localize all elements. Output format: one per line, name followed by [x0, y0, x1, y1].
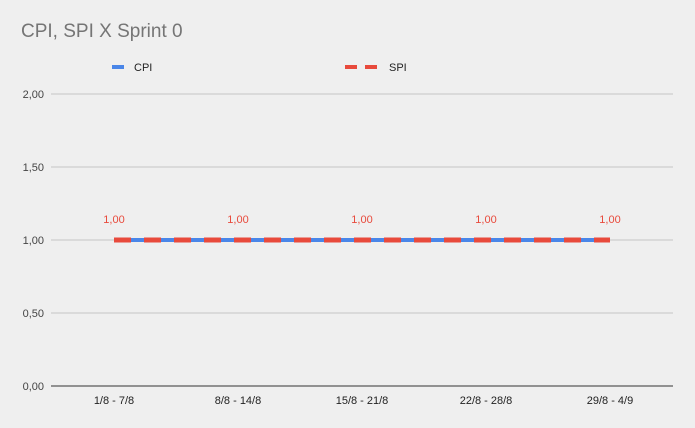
chart-title: CPI, SPI X Sprint 0	[21, 21, 183, 42]
x-tick-label: 1/8 - 7/8	[94, 395, 134, 407]
y-tick-label: 2,00	[23, 89, 44, 101]
y-tick-label: 1,00	[23, 235, 44, 247]
data-label: 1,00	[599, 214, 620, 226]
x-tick-label: 22/8 - 28/8	[460, 395, 513, 407]
legend: CPI SPI	[112, 62, 407, 74]
x-tick-label: 15/8 - 21/8	[336, 395, 389, 407]
data-label: 1,00	[475, 214, 496, 226]
legend-label-cpi: CPI	[134, 62, 152, 74]
data-label: 1,00	[351, 214, 372, 226]
legend-label-spi: SPI	[389, 62, 407, 74]
data-label: 1,00	[227, 214, 248, 226]
x-tick-label: 29/8 - 4/9	[587, 395, 633, 407]
y-tick-label: 0,00	[23, 381, 44, 393]
y-tick-label: 1,50	[23, 162, 44, 174]
y-tick-label: 0,50	[23, 308, 44, 320]
x-tick-label: 8/8 - 14/8	[215, 395, 261, 407]
data-label: 1,00	[103, 214, 124, 226]
y-axis-ticks: 0,00 0,50 1,00 1,50 2,00	[23, 89, 44, 393]
x-axis-ticks: 1/8 - 7/8 8/8 - 14/8 15/8 - 21/8 22/8 - 28/…	[94, 395, 633, 407]
data-labels: 1,00 1,00 1,00 1,00 1,00	[103, 214, 620, 226]
